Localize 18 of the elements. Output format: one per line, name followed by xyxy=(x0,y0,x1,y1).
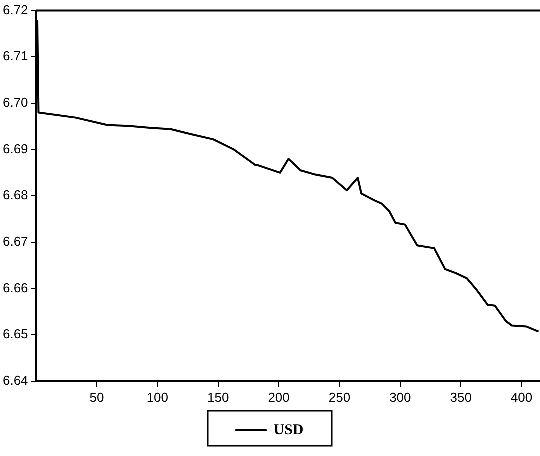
y-tick-label: 6.66 xyxy=(2,280,28,296)
y-tick-label: 6.68 xyxy=(2,188,28,203)
x-tick-label: 150 xyxy=(208,390,230,405)
x-tick-label: 300 xyxy=(390,390,412,405)
y-tick-label: 6.64 xyxy=(2,372,28,388)
y-tick-label: 6.67 xyxy=(2,234,28,250)
x-tick-label: 250 xyxy=(328,390,351,405)
x-tick-label: 200 xyxy=(268,390,290,405)
y-tick-label: 6.72 xyxy=(2,2,28,18)
y-tick-label: 6.71 xyxy=(2,48,28,64)
x-tick-label: 350 xyxy=(450,390,472,405)
legend-label: USD xyxy=(274,422,304,438)
y-tick-label: 6.65 xyxy=(2,326,28,342)
x-tick-label: 400 xyxy=(510,390,533,405)
x-tick-label: 50 xyxy=(90,390,104,405)
x-tick-label: 100 xyxy=(146,390,169,405)
y-tick-label: 6.69 xyxy=(2,141,28,156)
y-tick-label: 6.70 xyxy=(2,95,28,110)
